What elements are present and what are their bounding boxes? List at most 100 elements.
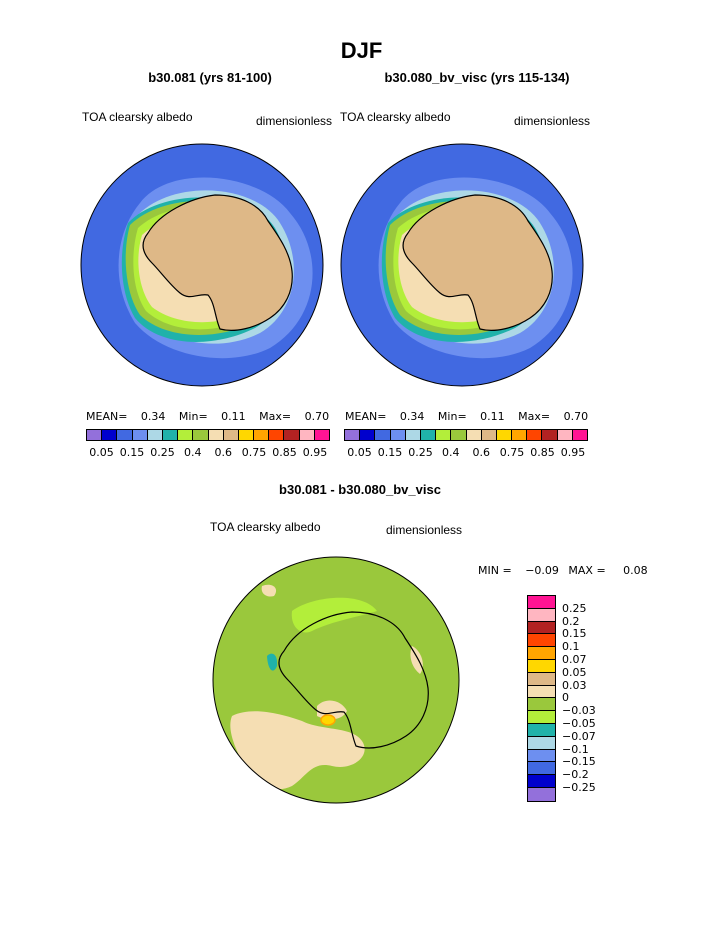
colorbar-tick-label: 0.03 <box>562 678 587 692</box>
min-label: Min= <box>437 410 467 423</box>
panel-1-colorbar <box>86 429 330 441</box>
colorbar-tick-label: 0.07 <box>562 653 587 666</box>
colorbar-swatch <box>542 430 558 440</box>
colorbar-swatch <box>147 430 163 440</box>
min-label: Min= <box>178 410 208 423</box>
colorbar-swatch <box>360 430 376 440</box>
colorbar-swatch <box>528 711 555 724</box>
colorbar-tick-label: −0.2 <box>562 768 589 782</box>
colorbar-tick-label: −0.25 <box>562 781 596 794</box>
diff-title: b30.081 - b30.080_bv_visc <box>279 482 441 497</box>
colorbar-swatch <box>466 430 482 440</box>
colorbar-swatch <box>193 430 209 440</box>
min-value: 0.11 <box>221 410 246 423</box>
colorbar-swatch <box>223 430 239 440</box>
colorbar-tick-label: 0.1 <box>562 640 580 654</box>
colorbar-swatch <box>117 430 133 440</box>
positive-anomaly-patch <box>317 700 347 720</box>
colorbar-swatch <box>314 430 329 440</box>
panel-1-units-label: dimensionless <box>256 114 333 128</box>
diff-polar-map <box>212 556 460 804</box>
colorbar-tick-label: 0.75 <box>241 446 267 459</box>
colorbar-swatch <box>528 698 555 712</box>
antarctica-coastline <box>278 611 429 749</box>
max-label: Max= <box>518 410 551 423</box>
negative-anomaly-patch <box>267 653 278 671</box>
colorbar-tick-label: 0.6 <box>214 446 233 459</box>
colorbar-tick-label: 0.05 <box>347 446 372 459</box>
panel-1-case-title: b30.081 (yrs 81-100) <box>148 70 272 85</box>
colorbar-swatch <box>528 787 555 801</box>
colorbar-tick-label: 0.15 <box>562 627 587 641</box>
colorbar-tick-label: 0.75 <box>499 446 525 459</box>
colorbar-swatch <box>528 647 555 660</box>
max-value: 0.70 <box>563 410 589 423</box>
colorbar-tick-label: 0.95 <box>302 446 328 459</box>
colorbar-tick-label: 0.4 <box>184 446 202 459</box>
colorbar-tick-label: 0.05 <box>89 446 114 459</box>
colorbar-swatch <box>496 430 513 440</box>
mean-label: MEAN= <box>86 410 128 423</box>
colorbar-tick-label: −0.1 <box>562 742 589 756</box>
colorbar-swatch <box>557 430 573 440</box>
colorbar-tick-label: 0.05 <box>562 665 587 679</box>
colorbar-tick-label: 0.4 <box>442 446 460 459</box>
positive-anomaly-patch <box>410 646 423 674</box>
diff-units-label: dimensionless <box>386 523 463 537</box>
colorbar-swatch <box>528 736 555 750</box>
colorbar-swatch <box>178 430 194 440</box>
colorbar-swatch <box>238 430 255 440</box>
colorbar-swatch <box>102 430 118 440</box>
mean-value: 0.34 <box>399 410 425 423</box>
colorbar-swatch <box>481 430 497 440</box>
max-label: MAX = <box>568 564 606 577</box>
diff-minmax: MIN = −0.09 MAX = 0.08 <box>478 564 648 577</box>
colorbar-tick-label: −0.03 <box>562 704 596 718</box>
colorbar-swatch <box>420 430 437 440</box>
colorbar-tick-label: 0 <box>562 691 569 705</box>
colorbar-swatch <box>528 749 555 763</box>
max-value: 0.08 <box>623 564 648 577</box>
page-title: DJF <box>340 38 383 63</box>
panel-2-colorbar-ticks: 0.05 0.15 0.25 0.4 0.6 0.75 0.85 0.95 <box>344 446 588 460</box>
antarctica-land <box>402 194 553 331</box>
colorbar-tick-label: −0.05 <box>562 717 596 730</box>
colorbar-tick-label: 0.25 <box>408 446 433 459</box>
panel-1-variable-label: TOA clearsky albedo <box>82 110 193 124</box>
colorbar-swatch <box>284 430 300 440</box>
colorbar-swatch <box>528 659 555 673</box>
panel-2-stats: MEAN= 0.34 Min= 0.11 Max= 0.70 <box>345 410 588 423</box>
colorbar-swatch <box>405 430 421 440</box>
diff-variable-label: TOA clearsky albedo <box>210 520 321 534</box>
colorbar-tick-label: 0.95 <box>560 446 586 459</box>
colorbar-swatch <box>269 430 285 440</box>
colorbar-tick-label: 0.15 <box>119 446 145 459</box>
min-label: MIN = <box>478 564 512 577</box>
colorbar-tick-label: 0.25 <box>562 601 587 615</box>
diff-colorbar-ticks: 0.25 0.2 0.15 0.1 0.07 0.05 0.03 0 −0.03 −0.05 −0.… <box>562 595 622 800</box>
panel-2-units-label: dimensionless <box>514 114 591 128</box>
colorbar-swatch <box>132 430 148 440</box>
colorbar-swatch <box>436 430 452 440</box>
panel-2-polar-map <box>340 143 584 387</box>
colorbar-swatch <box>528 723 555 737</box>
panel-1-stats: MEAN= 0.34 Min= 0.11 Max= 0.70 <box>86 410 329 423</box>
colorbar-tick-label: −0.07 <box>562 729 596 743</box>
colorbar-swatch <box>528 621 555 635</box>
colorbar-swatch <box>512 430 528 440</box>
colorbar-tick-label: −0.15 <box>562 755 596 769</box>
antarctica-land <box>142 194 293 331</box>
panel-1-polar-map <box>80 143 324 387</box>
colorbar-swatch <box>528 685 555 699</box>
diff-colorbar <box>527 595 556 802</box>
colorbar-swatch <box>528 762 555 776</box>
positive-anomaly-patch <box>230 711 365 790</box>
colorbar-swatch <box>527 430 543 440</box>
max-value: 0.70 <box>304 410 330 423</box>
positive-anomaly-patch <box>261 584 277 597</box>
panel-1-colorbar-ticks: 0.05 0.15 0.25 0.4 0.6 0.75 0.85 0.95 <box>86 446 330 460</box>
min-value: 0.11 <box>480 410 505 423</box>
colorbar-tick-label: 0.85 <box>272 446 297 459</box>
colorbar-swatch <box>390 430 406 440</box>
colorbar-tick-label: 0.6 <box>472 446 491 459</box>
